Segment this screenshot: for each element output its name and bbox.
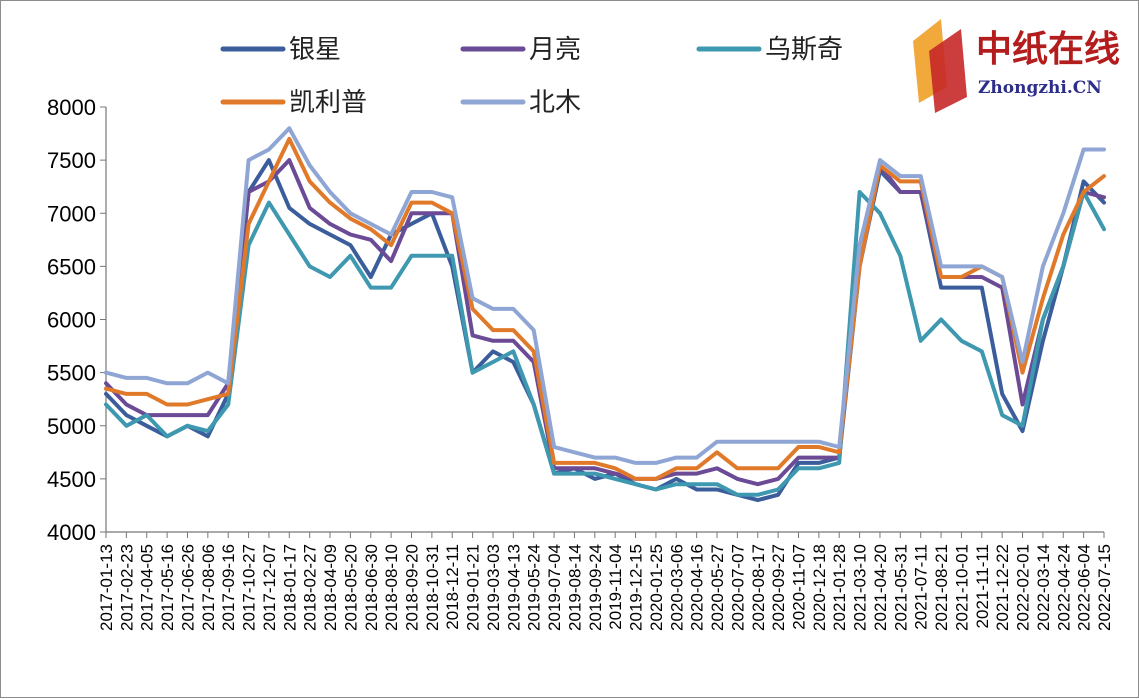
x-tick-label: 2017-09-16 <box>219 544 238 631</box>
x-tick-label: 2022-06-04 <box>1075 544 1094 631</box>
y-tick-label: 7000 <box>47 201 96 226</box>
x-tick-label: 2021-04-20 <box>871 544 890 631</box>
x-tick-label: 2019-12-15 <box>627 544 646 631</box>
x-tick-label: 2017-12-07 <box>260 544 279 631</box>
x-tick-label: 2021-01-28 <box>830 544 849 631</box>
x-tick-label: 2017-02-23 <box>117 544 136 631</box>
y-axis-ticks: 4000 4500 5000 5500 6000 6500 7000 7500 8000 <box>47 95 106 545</box>
y-tick-label: 8000 <box>47 95 96 120</box>
y-tick-label: 7500 <box>47 148 96 173</box>
x-tick-label: 2019-03-03 <box>484 544 503 631</box>
x-tick-label: 2018-01-17 <box>280 544 299 631</box>
x-tick-label: 2022-02-01 <box>1014 544 1033 631</box>
x-tick-label: 2018-12-11 <box>443 544 462 630</box>
x-tick-label: 2018-08-10 <box>382 544 401 631</box>
legend-label-4: 北木 <box>529 88 581 118</box>
zhongzhi-logo: 中纸在线 Zhongzhi.CN <box>913 19 1120 113</box>
x-tick-label: 2022-07-15 <box>1095 544 1114 631</box>
x-tick-label: 2020-01-25 <box>647 544 666 631</box>
legend-label-0: 银星 <box>289 35 341 65</box>
logo-en-text: Zhongzhi.CN <box>978 78 1102 98</box>
y-tick-label: 5500 <box>47 361 96 386</box>
series-lines <box>104 126 1106 503</box>
x-tick-label: 2017-05-16 <box>158 544 177 631</box>
axes <box>105 107 1104 533</box>
x-tick-label: 2020-04-16 <box>688 544 707 631</box>
x-tick-label: 2018-05-20 <box>341 544 360 631</box>
x-tick-label: 2018-10-31 <box>423 544 442 631</box>
x-tick-label: 2017-10-27 <box>240 544 259 631</box>
x-tick-label: 2019-04-13 <box>504 544 523 631</box>
x-tick-label: 2022-04-24 <box>1054 544 1073 631</box>
x-tick-label: 2021-07-11 <box>912 544 931 630</box>
series-line-2 <box>104 190 1106 497</box>
logo-mark-red <box>929 29 967 113</box>
y-tick-label: 5000 <box>47 414 96 439</box>
y-tick-label: 6500 <box>47 254 96 279</box>
y-tick-label: 4500 <box>47 467 96 492</box>
x-tick-label: 2019-01-21 <box>464 544 483 631</box>
y-tick-label: 6000 <box>47 308 96 333</box>
series-line-4 <box>104 126 1106 465</box>
x-tick-label: 2017-08-06 <box>199 544 218 631</box>
x-tick-label: 2017-06-26 <box>178 544 197 631</box>
x-tick-label: 2021-05-31 <box>891 544 910 631</box>
x-tick-label: 2019-08-14 <box>565 544 584 631</box>
x-tick-label: 2021-03-10 <box>851 544 870 631</box>
x-tick-label: 2019-11-04 <box>606 544 625 630</box>
x-tick-label: 2021-11-11 <box>973 544 992 628</box>
x-tick-label: 2020-12-18 <box>810 544 829 631</box>
x-tick-label: 2020-09-27 <box>769 544 788 631</box>
x-tick-label: 2017-01-13 <box>97 544 116 631</box>
x-tick-label: 2020-03-06 <box>667 544 686 631</box>
x-tick-label: 2018-09-20 <box>403 544 422 631</box>
x-tick-label: 2018-02-27 <box>301 544 320 631</box>
x-tick-label: 2021-12-22 <box>993 544 1012 631</box>
legend-label-2: 乌斯奇 <box>765 35 843 65</box>
x-tick-label: 2019-09-24 <box>586 544 605 631</box>
x-tick-label: 2020-05-27 <box>708 544 727 631</box>
logo-cn-text: 中纸在线 <box>976 28 1120 70</box>
x-tick-label: 2020-11-07 <box>789 544 808 630</box>
x-tick-label: 2021-10-01 <box>952 544 971 631</box>
x-tick-label: 2020-07-07 <box>728 544 747 631</box>
x-tick-label: 2020-08-17 <box>749 544 768 631</box>
legend-label-1: 月亮 <box>529 35 581 65</box>
y-tick-label: 4000 <box>47 520 96 545</box>
x-tick-label: 2019-07-04 <box>545 544 564 631</box>
x-tick-label: 2021-08-21 <box>932 544 951 631</box>
legend-label-3: 凯利普 <box>289 88 367 118</box>
x-tick-label: 2018-04-09 <box>321 544 340 631</box>
x-tick-label: 2022-03-14 <box>1034 544 1053 631</box>
x-axis-ticks: 2017-01-13 2017-02-23 2017-04-05 2017-05-16… <box>97 532 1114 631</box>
x-tick-label: 2018-06-30 <box>362 544 381 631</box>
x-tick-label: 2017-04-05 <box>138 544 157 631</box>
series-line-3 <box>104 136 1106 481</box>
x-tick-label: 2019-05-24 <box>525 544 544 631</box>
